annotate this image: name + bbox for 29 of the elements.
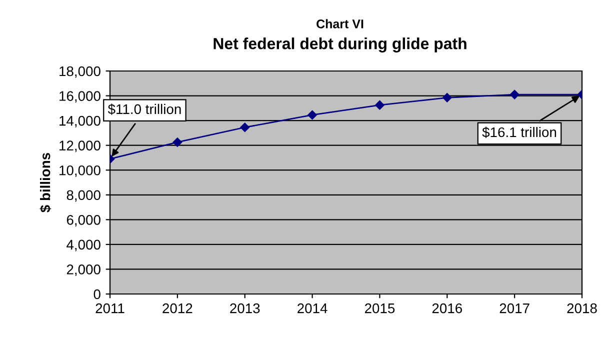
x-tick-label: 2017 <box>500 303 530 314</box>
x-tick-label: 2013 <box>230 303 260 314</box>
x-tick-label: 2014 <box>298 303 328 314</box>
y-tick-label: 0 <box>94 289 100 300</box>
x-tick-label: 2011 <box>96 303 124 314</box>
point <box>308 110 317 120</box>
x-tick-label: 2015 <box>364 303 395 314</box>
annotation: $16.1 trillion <box>482 126 556 138</box>
chart-title: Chart VI <box>316 19 364 28</box>
x-tick-label: 2012 <box>162 303 192 314</box>
chart-subtitle: Net federal debt during glide path <box>214 38 466 52</box>
y-tick-label: 4,000 <box>66 240 100 252</box>
y-tick-label: 18,000 <box>60 66 100 78</box>
x-tick-label: 2018 <box>567 303 597 314</box>
y-axis-title: $ billions <box>40 152 52 212</box>
y-tick-label: 14,000 <box>60 116 100 128</box>
y-tick-label: 2,000 <box>66 264 100 276</box>
y-tick-label: 12,000 <box>60 140 100 152</box>
y-tick-label: 10,000 <box>60 165 100 177</box>
point <box>375 100 384 110</box>
x-tick-label: 2016 <box>432 303 462 314</box>
annotation: $11.0 trillion <box>108 104 181 115</box>
y-tick-label: 8,000 <box>66 190 100 202</box>
point <box>172 138 182 147</box>
point <box>442 93 452 102</box>
y-tick-label: 6,000 <box>66 215 100 226</box>
point <box>510 90 520 100</box>
y-tick-label: 16,000 <box>60 91 100 103</box>
point <box>240 122 250 132</box>
